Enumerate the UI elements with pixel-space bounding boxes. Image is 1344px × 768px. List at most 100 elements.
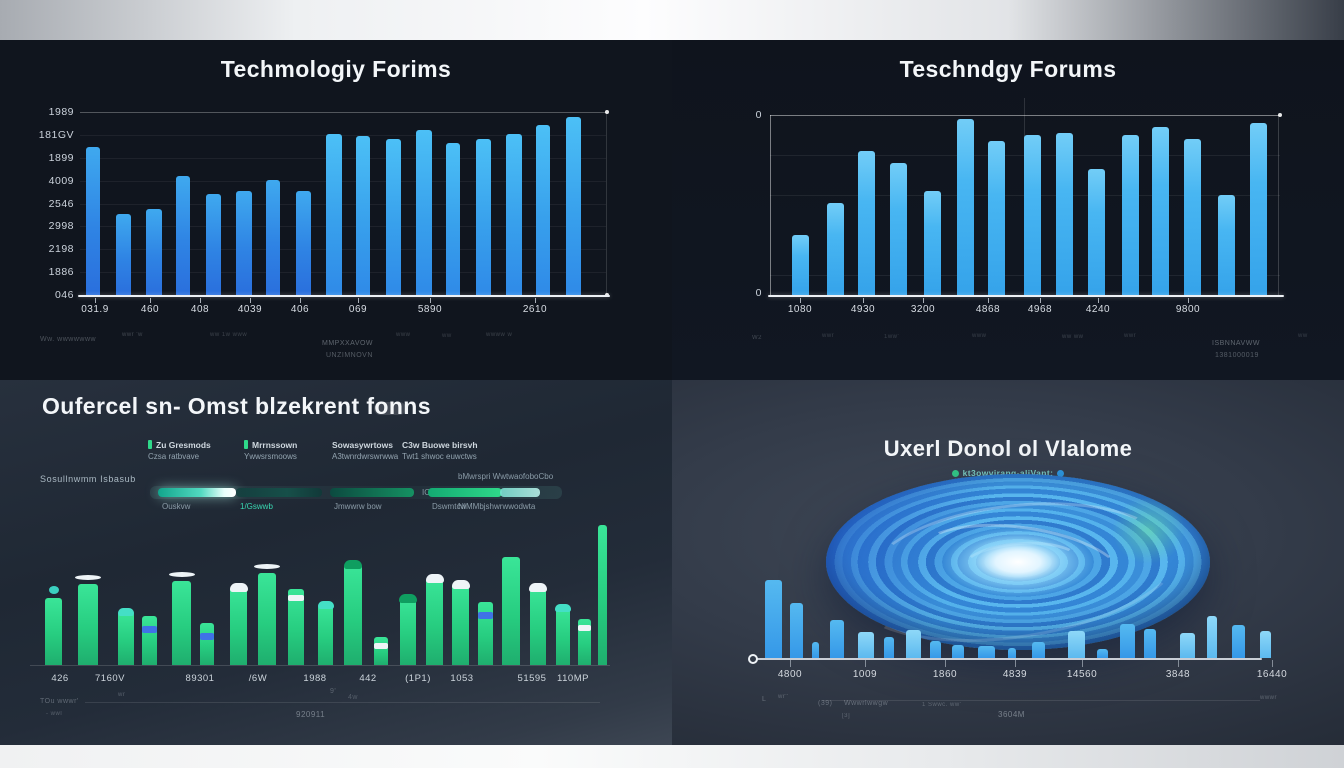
x-tick-label: 442 <box>359 673 377 684</box>
bar <box>556 608 570 665</box>
faint-text: wwwr <box>1260 695 1277 701</box>
bar-cap-icon <box>168 572 195 577</box>
axis-end-dot <box>605 110 609 114</box>
legend-bar <box>330 488 414 497</box>
bar <box>1097 649 1108 658</box>
gridline <box>80 180 606 182</box>
axis-tick <box>923 298 924 303</box>
vortex-disc <box>826 463 1210 665</box>
axis-tick <box>1188 298 1189 303</box>
y-tick-label: 1989 <box>48 106 74 118</box>
x-tick-label: (1P1) <box>405 673 431 684</box>
bar <box>1056 133 1073 295</box>
bottom-band <box>0 745 1344 768</box>
faint-text: ww 1w www <box>210 332 248 338</box>
y-tick-label: 181GV <box>38 128 74 141</box>
axis-tick <box>150 298 151 303</box>
quadrant-stacked-green-chart: Oufercel sn- Omst blzekrent fonns Sosull… <box>0 380 672 745</box>
bar <box>78 584 98 665</box>
faint-text: 1ww' <box>884 334 900 340</box>
x-tick-label: 426 <box>51 673 69 684</box>
gridline <box>80 249 606 251</box>
bar <box>1068 631 1085 658</box>
plot-tl: 1989 181GV 1899 4009 2546 2998 2198 1886 046 031.… <box>0 40 672 380</box>
bar-cap-icon <box>142 626 157 633</box>
faint-text: 4w <box>348 694 358 701</box>
x-tick-label: 4800 <box>777 669 803 680</box>
bar <box>356 136 370 295</box>
bar <box>827 203 844 295</box>
bar <box>1008 648 1016 658</box>
faint-text: wr <box>118 692 126 698</box>
quadrant-user-volume: Uxerl Donol ol Vlalome kt3owvirang-aliVa… <box>672 380 1344 745</box>
bar <box>924 191 941 295</box>
axis-corner-label: 0 <box>755 287 762 299</box>
faint-text: wwr 'w <box>122 332 143 338</box>
plot-tr: 0 0 1080 4930 3200 4868 4968 4240 9800 W2 wwr 1ww' w… <box>672 40 1344 380</box>
chart-title-tr: Teschndgy Forums <box>899 56 1117 82</box>
legend-bar <box>428 488 502 497</box>
bar-cap-icon <box>344 560 362 569</box>
bar <box>858 632 874 658</box>
bar <box>906 630 921 658</box>
bar <box>426 578 443 665</box>
axis-origin-marker <box>748 654 758 664</box>
chart-title-br: Uxerl Donol ol Vlalome <box>883 436 1133 461</box>
bar <box>884 637 894 658</box>
axis-tick <box>988 298 989 303</box>
legend-chip <box>500 488 540 497</box>
x-axis-line <box>78 295 610 297</box>
bar-cap-icon <box>578 625 591 631</box>
bar <box>858 151 875 295</box>
gridline <box>80 134 606 136</box>
bar <box>386 139 401 295</box>
bar <box>206 194 221 295</box>
faint-text: UNZIMNOVN <box>326 352 373 359</box>
x-tick-label: 031.9 <box>81 304 109 315</box>
bar <box>890 163 907 295</box>
bar-cap-icon <box>478 612 493 619</box>
subtitle-row: kt3owvirang-aliVant: <box>672 468 1344 478</box>
bar <box>830 620 844 658</box>
x-tick-label: 4868 <box>975 304 1001 315</box>
y-tick-label: 046 <box>54 289 74 301</box>
bar <box>118 612 134 665</box>
x-tick-label: 14560 <box>1066 669 1098 680</box>
bar <box>176 176 190 295</box>
bar <box>1120 624 1135 658</box>
legend-bullet-icon <box>148 440 152 449</box>
y-axis-line <box>770 115 771 295</box>
x-tick-label: 3200 <box>910 304 936 315</box>
faint-text: L <box>762 696 767 703</box>
x-tick-label: 1988 <box>303 673 327 684</box>
bar-cap-icon <box>288 595 304 601</box>
x-tick-label: 1080 <box>787 304 813 315</box>
bar <box>1218 195 1235 295</box>
x-tick-label: 1009 <box>852 669 878 680</box>
bar <box>1032 642 1045 658</box>
axis-tick <box>945 660 946 667</box>
faint-text: ww ww <box>1062 334 1084 340</box>
axis-tick <box>1040 298 1041 303</box>
axis-tick <box>865 660 866 667</box>
axis-tick <box>1082 660 1083 667</box>
legend-bar-label: 1/Gswwb <box>240 502 273 511</box>
bar <box>502 557 520 665</box>
faint-text: wwr <box>822 333 835 339</box>
bar <box>530 587 546 665</box>
bar-cap-icon <box>451 580 470 589</box>
axis-tick <box>1015 660 1016 667</box>
quadrant-technology-forums: Techmologiy Forims 1989 181GV 1899 4009 2546… <box>0 40 672 380</box>
faint-text: 920911 <box>296 710 326 719</box>
bar <box>344 564 362 665</box>
axis-tick <box>95 298 96 303</box>
axis-tick <box>790 660 791 667</box>
bar-cap-icon <box>555 604 571 612</box>
faint-text: (39) <box>818 700 833 707</box>
x-tick-label: 460 <box>140 304 160 315</box>
legend-bullet-icon <box>244 440 248 449</box>
plot-bl: Sosullnwmm Isbasub Zu Gresmods Czsa ratbva… <box>0 380 672 745</box>
legend-bar <box>158 488 236 497</box>
x-tick-label: 4968 <box>1027 304 1053 315</box>
bar <box>476 139 491 295</box>
